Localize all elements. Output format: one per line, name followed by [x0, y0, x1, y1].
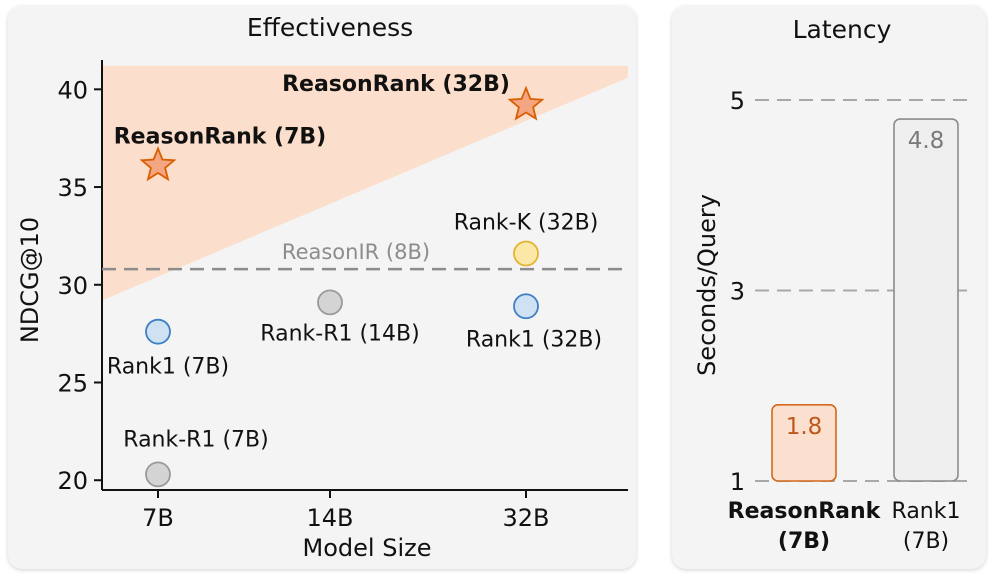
x-tick-label: ReasonRank (7B)	[728, 499, 882, 554]
latency-title: Latency	[793, 15, 892, 44]
circle-marker	[513, 293, 539, 320]
y-tick-label: 5	[730, 87, 745, 115]
y-tick-label: 35	[57, 174, 88, 202]
circle-marker	[513, 240, 539, 267]
effectiveness-xlabel: Model Size	[303, 534, 432, 562]
point-label: Rank-K (32B)	[454, 211, 599, 236]
point-label: ReasonRank (7B)	[114, 125, 327, 150]
bar-value-label: 4.8	[908, 128, 945, 154]
x-tick-label: 7B	[142, 504, 174, 532]
y-tick-label: 20	[57, 467, 88, 495]
point-label: ReasonRank (32B)	[282, 72, 510, 97]
bar	[893, 118, 959, 482]
star-marker	[139, 146, 177, 182]
point-label: Rank-R1 (14B)	[260, 321, 419, 346]
y-tick-label: 40	[57, 76, 88, 104]
point-label: Rank1 (7B)	[107, 355, 229, 380]
x-tick-label: Rank1 (7B)	[892, 499, 961, 554]
y-tick-label: 3	[730, 278, 745, 306]
circle-marker	[145, 318, 171, 345]
x-tick-label: 32B	[502, 504, 549, 532]
effectiveness-plot: 20 25 30 35 40 7B 14B 32B ReasonIR (8B) ReasonRan…	[57, 60, 628, 532]
x-tick-label-line: (7B)	[778, 529, 830, 554]
shaded-region	[102, 65, 628, 301]
circle-marker	[145, 461, 171, 488]
star-marker	[507, 85, 545, 121]
x-tick-label-line: Rank1	[892, 499, 961, 524]
point-label: Rank-R1 (7B)	[123, 427, 268, 452]
reference-line-label: ReasonIR (8B)	[282, 240, 430, 264]
circle-marker	[317, 289, 343, 316]
x-tick-label-line: ReasonRank	[728, 499, 882, 524]
x-tick-label: 14B	[306, 504, 353, 532]
latency-plot: 1 3 5 1.8 ReasonRank (7B) 4.8 Rank1 (7B)	[728, 87, 970, 554]
effectiveness-ylabel: NDCG@10	[16, 217, 44, 343]
effectiveness-title: Effectiveness	[247, 13, 413, 42]
x-tick-label-line: (7B)	[903, 529, 949, 554]
bar	[771, 403, 837, 482]
y-tick-label: 25	[57, 370, 88, 398]
y-tick-label: 1	[730, 468, 745, 496]
latency-ylabel: Seconds/Query	[693, 194, 721, 376]
bar-value-label: 1.8	[786, 414, 823, 440]
y-tick-label: 30	[57, 272, 88, 300]
point-label: Rank1 (32B)	[466, 327, 602, 352]
